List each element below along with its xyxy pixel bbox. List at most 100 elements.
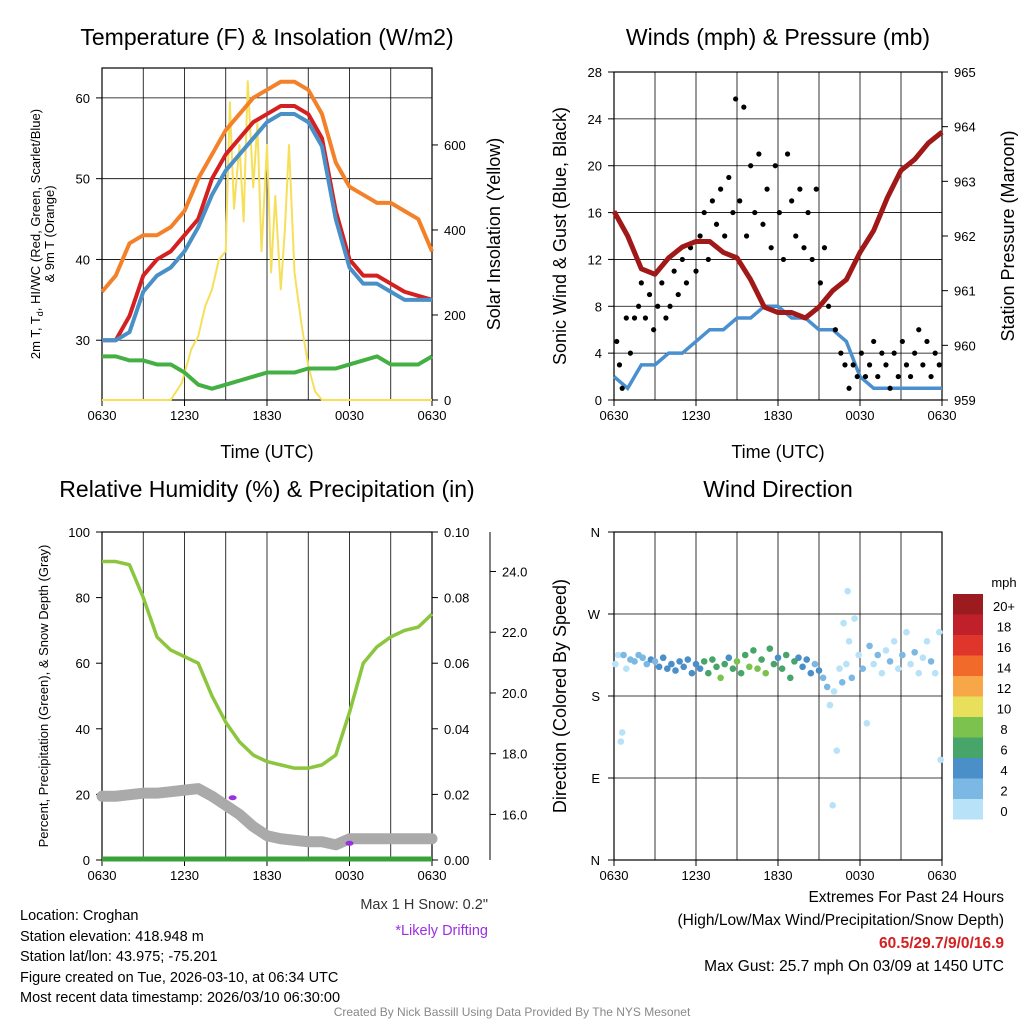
- gust-point: [627, 350, 634, 356]
- legend-label: 12: [997, 681, 1011, 696]
- x-tick-label: 0630: [418, 868, 447, 883]
- gust-point: [623, 315, 629, 321]
- gust-point: [912, 350, 918, 356]
- direction-point: [750, 647, 757, 654]
- legend-swatch: [953, 635, 983, 656]
- gust-point: [838, 350, 844, 356]
- gust-point: [879, 350, 885, 356]
- direction-point: [878, 669, 886, 677]
- max-gust: Max Gust: 25.7 mph On 03/09 at 1450 UTC: [704, 958, 1004, 975]
- y-tick-label: N: [591, 853, 600, 868]
- x-tick-label: 1230: [682, 408, 711, 423]
- y-axis-label: Percent, Precipitation (Green), & Snow D…: [36, 545, 51, 848]
- direction-point: [843, 660, 850, 668]
- gust-point: [730, 209, 736, 216]
- direction-point: [882, 647, 890, 654]
- x-tick-label: 0630: [418, 408, 447, 423]
- gust-point: [862, 373, 869, 380]
- y-tick-label: 20: [76, 787, 90, 802]
- direction-point: [927, 658, 935, 665]
- x-tick-label: 0630: [928, 408, 957, 423]
- direction-point: [803, 656, 810, 663]
- y-tick-label: S: [591, 689, 600, 704]
- direction-point: [717, 674, 724, 682]
- gust-point: [793, 233, 799, 239]
- gust-point: [875, 373, 881, 380]
- direction-point: [915, 669, 923, 677]
- chart-title: Wind Direction: [703, 476, 853, 502]
- direction-point: [758, 656, 765, 663]
- gust-point: [932, 350, 938, 356]
- direction-point: [811, 660, 819, 668]
- gust-point: [659, 280, 665, 286]
- gust-point: [667, 303, 673, 309]
- gust-point: [821, 245, 828, 251]
- gust-point: [887, 385, 893, 391]
- y-axis-label: Direction (Colored By Speed): [550, 579, 570, 813]
- gust-point: [619, 385, 625, 391]
- direction-point: [899, 651, 906, 659]
- x-tick-label: 0630: [88, 408, 117, 423]
- y2-tick-label: 962: [954, 229, 976, 244]
- direction-point: [655, 663, 663, 671]
- direction-point: [815, 667, 823, 674]
- legend-swatch: [953, 758, 983, 779]
- chart-title: Relative Humidity (%) & Precipitation (i…: [59, 476, 474, 502]
- direction-point: [614, 651, 622, 659]
- gust-point: [726, 174, 732, 181]
- direction-point: [746, 663, 753, 671]
- credit: Created By Nick Bassill Using Data Provi…: [333, 1005, 691, 1019]
- gust-point: [631, 315, 638, 321]
- y-tick-label: 12: [588, 252, 602, 267]
- location: Location: Croghan: [20, 908, 139, 924]
- y-tick-label: 80: [76, 591, 90, 606]
- direction-point: [620, 651, 627, 659]
- y-tick-label: 8: [595, 299, 602, 314]
- lat-lon: Station lat/lon: 43.975; -75.201: [20, 949, 218, 965]
- direction-point: [833, 747, 841, 754]
- x-tick-label: 0630: [600, 868, 629, 883]
- direction-point: [907, 660, 914, 668]
- direction-point: [680, 663, 687, 671]
- y2-tick-label: 0.10: [444, 525, 469, 540]
- y-tick-label: 50: [76, 172, 90, 187]
- station-info: Location: Croghan Station elevation: 418…: [20, 906, 340, 1009]
- y-axis-label-line2: & 9m T (Orange): [42, 185, 57, 282]
- direction-point: [729, 665, 737, 672]
- legend-swatch: [953, 614, 983, 635]
- legend-swatch: [953, 799, 983, 820]
- direction-point: [705, 669, 712, 677]
- gust-point: [655, 303, 661, 309]
- max-snow-annotation: Max 1 H Snow: 0.2": [360, 897, 488, 913]
- gust-point: [924, 338, 930, 345]
- gust-point: [903, 362, 910, 368]
- direction-point: [778, 665, 786, 672]
- gust-point: [768, 245, 774, 251]
- direction-point: [618, 729, 626, 736]
- legend-swatch: [953, 778, 983, 799]
- direction-point: [733, 658, 741, 665]
- gust-point: [741, 104, 747, 110]
- direction-point: [709, 656, 716, 663]
- direction-point: [684, 656, 692, 663]
- gust-point: [871, 338, 877, 345]
- extremes-title: Extremes For Past 24 Hours: [808, 889, 1004, 906]
- gust-point: [916, 327, 922, 333]
- snow-tick-label: 22.0: [502, 625, 527, 640]
- chart-title: Winds (mph) & Pressure (mb): [626, 24, 930, 50]
- direction-point: [721, 660, 728, 668]
- legend-swatch: [953, 696, 983, 717]
- gust-point: [718, 186, 724, 192]
- snow-tick-label: 24.0: [502, 564, 527, 579]
- direction-point: [829, 802, 836, 809]
- gust-point: [780, 256, 787, 263]
- y-tick-label: 24: [588, 112, 602, 127]
- direction-point: [859, 665, 867, 672]
- snow-tick-label: 18.0: [502, 747, 527, 762]
- gust-point: [651, 327, 657, 333]
- y-tick-label: 0: [83, 853, 90, 868]
- direction-point: [819, 674, 827, 682]
- extremes-values: 60.5/29.7/9/0/16.9: [879, 935, 1004, 952]
- y2-tick-label: 200: [444, 308, 466, 323]
- gust-point: [614, 338, 620, 345]
